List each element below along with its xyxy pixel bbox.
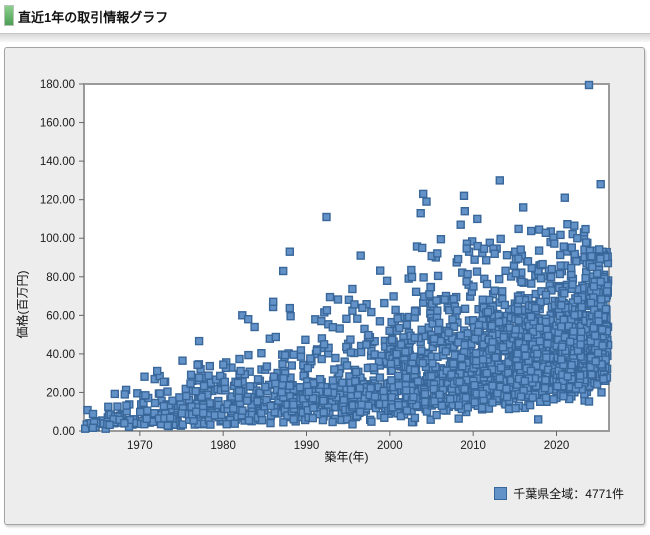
svg-text:120.00: 120.00 — [40, 195, 75, 207]
scatter-plot: 0.00 20.00 40.00 60.00 80.00 100.00 120.00 140.… — [40, 79, 613, 452]
svg-text:1980: 1980 — [210, 440, 236, 452]
svg-text:20.00: 20.00 — [46, 387, 75, 399]
header-divider — [0, 33, 650, 42]
svg-text:2020: 2020 — [544, 440, 570, 452]
svg-text:60.00: 60.00 — [46, 310, 75, 322]
svg-text:1970: 1970 — [127, 440, 153, 452]
page-header: 直近1年の取引情報グラフ — [0, 0, 650, 32]
svg-text:2000: 2000 — [377, 440, 403, 452]
legend-label: 千葉県全域：4771件 — [513, 487, 624, 501]
page-title: 直近1年の取引情報グラフ — [18, 10, 169, 25]
svg-text:40.00: 40.00 — [46, 349, 75, 361]
svg-text:180.00: 180.00 — [40, 79, 75, 91]
chart-panel: 0.00 20.00 40.00 60.00 80.00 100.00 120.00 140.… — [4, 47, 645, 525]
svg-text:0.00: 0.00 — [53, 426, 75, 438]
y-axis-title: 価格(百万円) — [15, 270, 30, 339]
svg-text:160.00: 160.00 — [40, 118, 75, 130]
svg-text:100.00: 100.00 — [40, 233, 75, 245]
svg-text:80.00: 80.00 — [46, 272, 75, 284]
svg-text:1990: 1990 — [294, 440, 320, 452]
title-accent-bar — [4, 5, 14, 26]
x-axis-title: 築年(年) — [324, 450, 369, 464]
legend-marker-icon — [494, 487, 508, 500]
legend: 千葉県全域：4771件 — [494, 485, 624, 502]
svg-text:140.00: 140.00 — [40, 156, 75, 168]
svg-text:2010: 2010 — [460, 440, 486, 452]
